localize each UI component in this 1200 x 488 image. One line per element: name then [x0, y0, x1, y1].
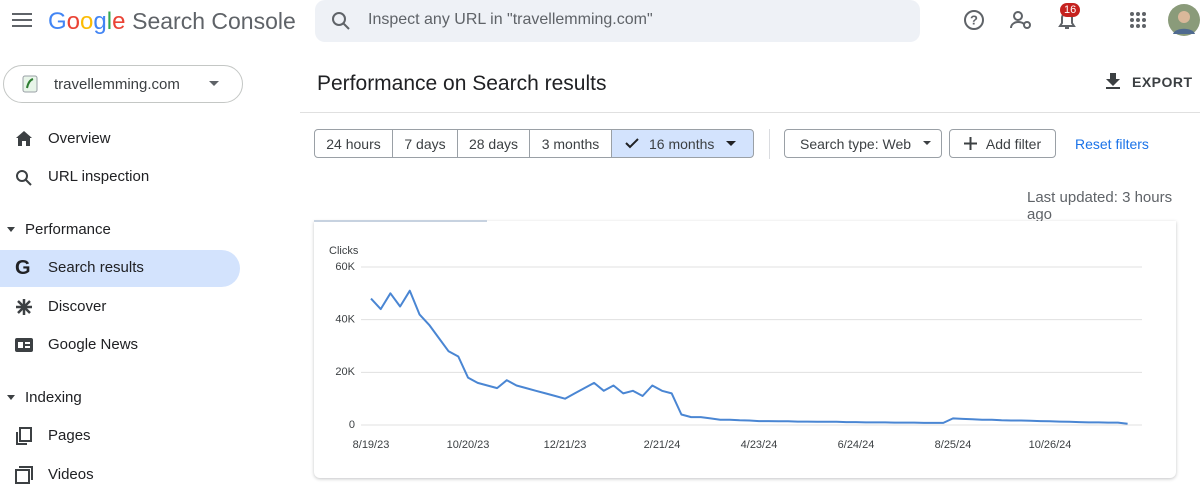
notification-badge: 16	[1060, 3, 1081, 17]
search-icon	[332, 12, 350, 30]
range-button[interactable]: 7 days	[392, 129, 458, 158]
range-button-selected[interactable]: 16 months	[611, 129, 754, 158]
svg-text:?: ?	[970, 12, 978, 27]
chart-card	[314, 221, 1176, 478]
nav-item[interactable]: Pages	[48, 427, 91, 444]
nav-item[interactable]: URL inspection	[48, 168, 150, 185]
help-icon[interactable]: ?	[963, 9, 985, 31]
tab-indicator	[314, 220, 487, 222]
y-tick-label: 0	[349, 419, 355, 431]
plus-icon	[963, 137, 977, 150]
y-tick-label: 20K	[335, 366, 355, 378]
product-name: Search Console	[132, 8, 296, 34]
divider	[300, 112, 1200, 113]
avatar[interactable]	[1168, 4, 1200, 36]
x-tick-label: 4/23/24	[741, 439, 778, 451]
check-icon	[625, 138, 639, 149]
collapse-arrow[interactable]	[7, 395, 17, 401]
search-box[interactable]: Inspect any URL in "travellemming.com"	[315, 0, 920, 42]
range-button[interactable]: 3 months	[529, 129, 612, 158]
x-tick-label: 10/20/23	[447, 439, 490, 451]
nav-item[interactable]: Overview	[48, 130, 111, 147]
nav-item[interactable]: Search results	[48, 259, 144, 276]
y-tick-label: 60K	[335, 261, 355, 273]
home-icon	[16, 131, 32, 146]
download-icon[interactable]	[1104, 72, 1122, 90]
add-filter-label: Add filter	[985, 135, 1042, 152]
x-tick-label: 8/19/23	[353, 439, 390, 451]
search-nav-icon	[16, 170, 32, 186]
users-icon[interactable]	[1009, 9, 1033, 31]
nav-item[interactable]: Discover	[48, 298, 107, 315]
logo-text: Google	[48, 8, 126, 35]
property-name: travellemming.com	[54, 76, 180, 93]
line	[370, 289, 1128, 425]
nav-section[interactable]: Performance	[25, 221, 111, 238]
y-tick-label: 40K	[335, 314, 355, 326]
search-type-label: Search type: Web	[800, 135, 912, 152]
export-button[interactable]: EXPORT	[1132, 74, 1193, 90]
y-axis-label: Clicks	[329, 245, 359, 257]
x-tick-label: 10/26/24	[1029, 439, 1072, 451]
x-tick-label: 8/25/24	[935, 439, 972, 451]
range-label: 16 months	[649, 135, 715, 152]
collapse-arrow[interactable]	[7, 227, 17, 233]
property-icon	[22, 75, 38, 93]
logo: Google Search Console	[48, 8, 296, 36]
nav-item[interactable]: Videos	[48, 466, 94, 483]
dropdown-arrow	[923, 141, 932, 145]
x-tick-label: 12/21/23	[544, 439, 587, 451]
menu-icon[interactable]	[12, 12, 32, 28]
reset-filters[interactable]: Reset filters	[1075, 136, 1149, 152]
dropdown-arrow	[726, 140, 737, 146]
dropdown-arrow	[209, 81, 219, 86]
property-selector[interactable]: travellemming.com	[3, 65, 243, 103]
pages-icon	[16, 427, 32, 445]
separator	[769, 129, 770, 159]
x-tick-label: 6/24/24	[838, 439, 875, 451]
range-button[interactable]: 28 days	[457, 129, 530, 158]
last-updated: Last updated: 3 hours ago	[1027, 189, 1173, 223]
search-placeholder: Inspect any URL in "travellemming.com"	[368, 11, 653, 28]
apps-icon[interactable]	[1129, 11, 1147, 29]
page-title: Performance on Search results	[317, 72, 607, 95]
add-filter[interactable]: Add filter	[949, 129, 1056, 158]
nav-item[interactable]: Google News	[48, 336, 139, 353]
videos-icon	[15, 466, 33, 484]
google-icon: G	[15, 257, 31, 279]
active-highlight	[0, 250, 240, 287]
nav-section[interactable]: Indexing	[25, 389, 82, 406]
discover-icon	[16, 299, 32, 315]
x-tick-label: 2/21/24	[644, 439, 681, 451]
news-icon	[15, 338, 33, 352]
range-button[interactable]: 24 hours	[314, 129, 393, 158]
search-type-filter[interactable]: Search type: Web	[784, 129, 942, 158]
